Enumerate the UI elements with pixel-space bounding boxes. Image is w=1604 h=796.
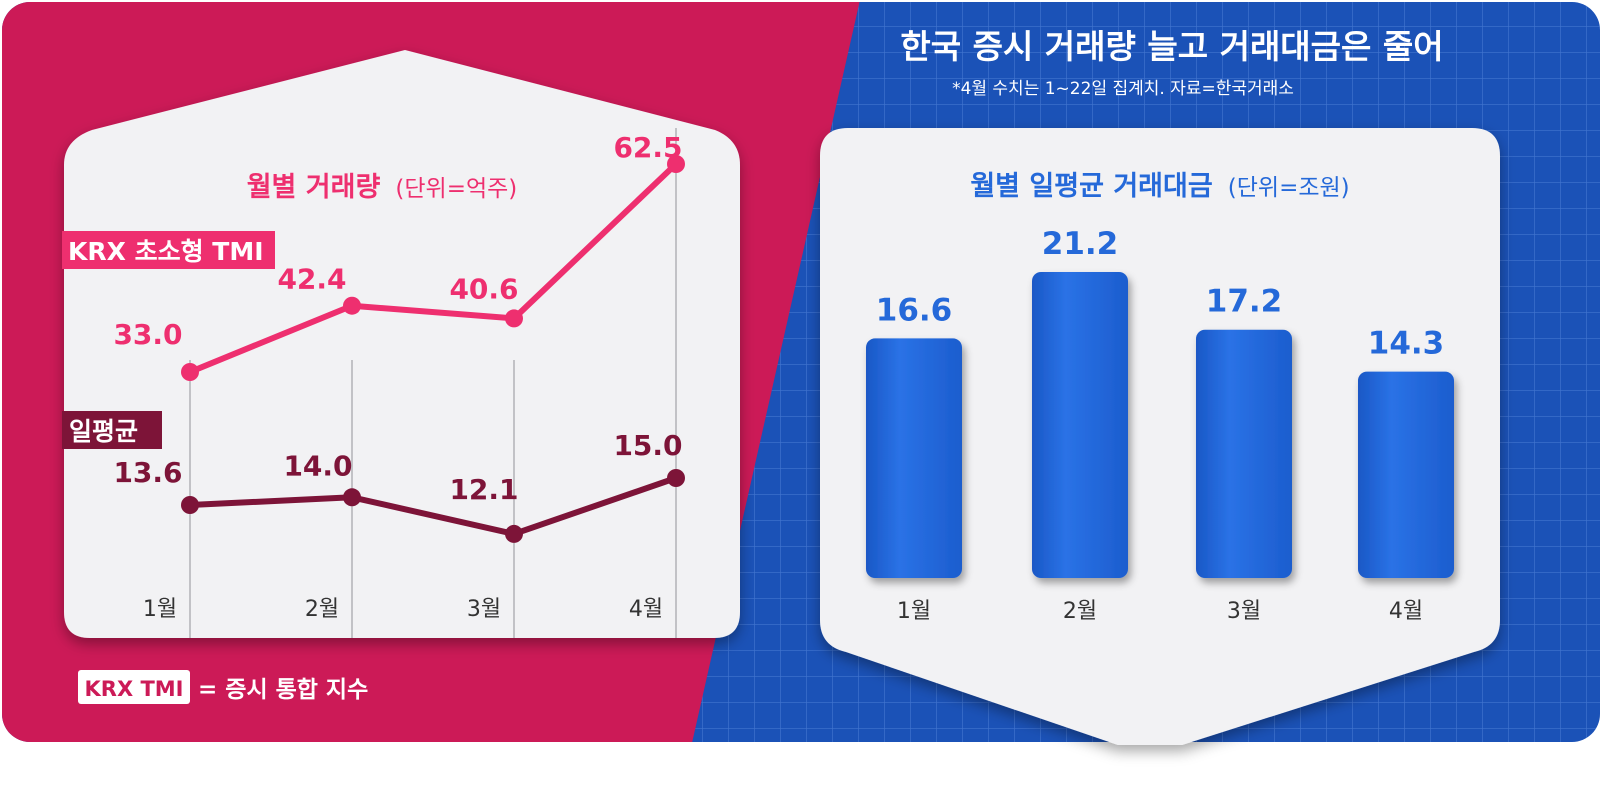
bar — [1196, 329, 1292, 578]
x-tick-label: 1월 — [897, 599, 931, 624]
bar-group: 17.2 3월 — [1196, 284, 1292, 624]
bar-value-label: 21.2 — [1042, 226, 1119, 262]
footer-badge: KRX TMI — [85, 677, 184, 701]
data-label: 15.0 — [613, 429, 682, 462]
trading-value-bar-chart: 월별 일평균 거래대금 (단위=조원) 16.6 1월 21.2 2월 17.2 3월 14… — [866, 171, 1454, 624]
x-tick-label: 4월 — [1389, 599, 1423, 624]
value-chart-title-text: 월별 일평균 거래대금 — [970, 171, 1212, 202]
series-line — [187, 475, 679, 537]
footer-badge-bg — [78, 670, 190, 704]
legend-daily-avg-swatch — [62, 411, 162, 449]
legend-daily-avg: 일평균 — [62, 411, 162, 449]
value-bars: 16.6 1월 21.2 2월 17.2 3월 14.3 4월 — [866, 226, 1454, 624]
page-title: 한국 증시 거래량 늘고 거래대금은 줄어 — [900, 27, 1443, 66]
series-line — [187, 161, 679, 375]
source-note: *4월 수치는 1~22일 집계치. 자료=한국거래소 — [952, 79, 1294, 99]
data-point — [505, 309, 523, 328]
x-tick-label: 4월 — [629, 597, 663, 622]
x-tick-label: 3월 — [467, 597, 501, 622]
volume-chart-unit: (단위=억주) — [395, 176, 517, 202]
legend-daily-avg-label: 일평균 — [69, 417, 138, 446]
bar — [866, 338, 962, 578]
footer-definition-text: = 증시 통합 지수 — [198, 677, 368, 703]
data-point — [667, 155, 685, 173]
x-tick-label: 2월 — [305, 597, 339, 622]
legend-tmi: KRX 초소형 TMI — [62, 231, 275, 269]
volume-line-chart: 월별 거래량 (단위=억주) 33.042.4 40.662.513.6 14.01… — [62, 128, 685, 638]
data-label: 40.6 — [449, 272, 518, 305]
volume-card — [64, 50, 740, 638]
data-point — [181, 496, 199, 514]
value-chart-unit: (단위=조원) — [1228, 175, 1350, 201]
data-label: 33.0 — [113, 318, 182, 351]
legend-tmi-swatch — [62, 231, 275, 269]
bar — [1358, 371, 1454, 578]
data-label: 13.6 — [113, 456, 182, 489]
footer-definition: KRX TMI = 증시 통합 지수 — [78, 670, 368, 704]
data-point — [343, 296, 361, 315]
data-point — [667, 469, 685, 487]
data-label: 62.5 — [613, 131, 682, 164]
legend-tmi-label: KRX 초소형 TMI — [68, 237, 264, 266]
bar-group: 16.6 1월 — [866, 292, 962, 624]
x-tick-label: 3월 — [1227, 599, 1261, 624]
bar-group: 21.2 2월 — [1032, 226, 1128, 624]
bar-value-label: 17.2 — [1206, 284, 1283, 320]
bar-value-label: 14.3 — [1368, 326, 1445, 362]
data-label: 42.4 — [277, 263, 346, 296]
series-tmi: 33.0 42.4 40.6 62.5 — [113, 131, 685, 381]
bar — [1032, 272, 1128, 578]
value-chart-title: 월별 일평균 거래대금 (단위=조원) — [970, 171, 1349, 202]
data-point — [505, 524, 523, 543]
data-point — [343, 488, 361, 507]
volume-category-labels: 1월 2월 3월 4월 — [143, 597, 663, 622]
data-label: 12.1 — [449, 473, 518, 506]
bar-value-label: 16.6 — [876, 292, 953, 328]
x-tick-label: 1월 — [143, 597, 177, 622]
data-point — [181, 363, 199, 381]
volume-chart-title: 월별 거래량 (단위=억주) — [247, 172, 518, 203]
data-label: 14.0 — [283, 449, 352, 482]
volume-series: 33.0 42.4 40.6 62.5 13.6 14.0 12.1 15.0 — [113, 131, 685, 543]
x-tick-label: 2월 — [1063, 599, 1097, 624]
value-card — [820, 128, 1500, 745]
bar-group: 14.3 4월 — [1358, 326, 1454, 624]
series-daily-avg: 13.6 14.0 12.1 15.0 — [113, 429, 685, 543]
volume-chart-title-text: 월별 거래량 — [247, 172, 381, 203]
